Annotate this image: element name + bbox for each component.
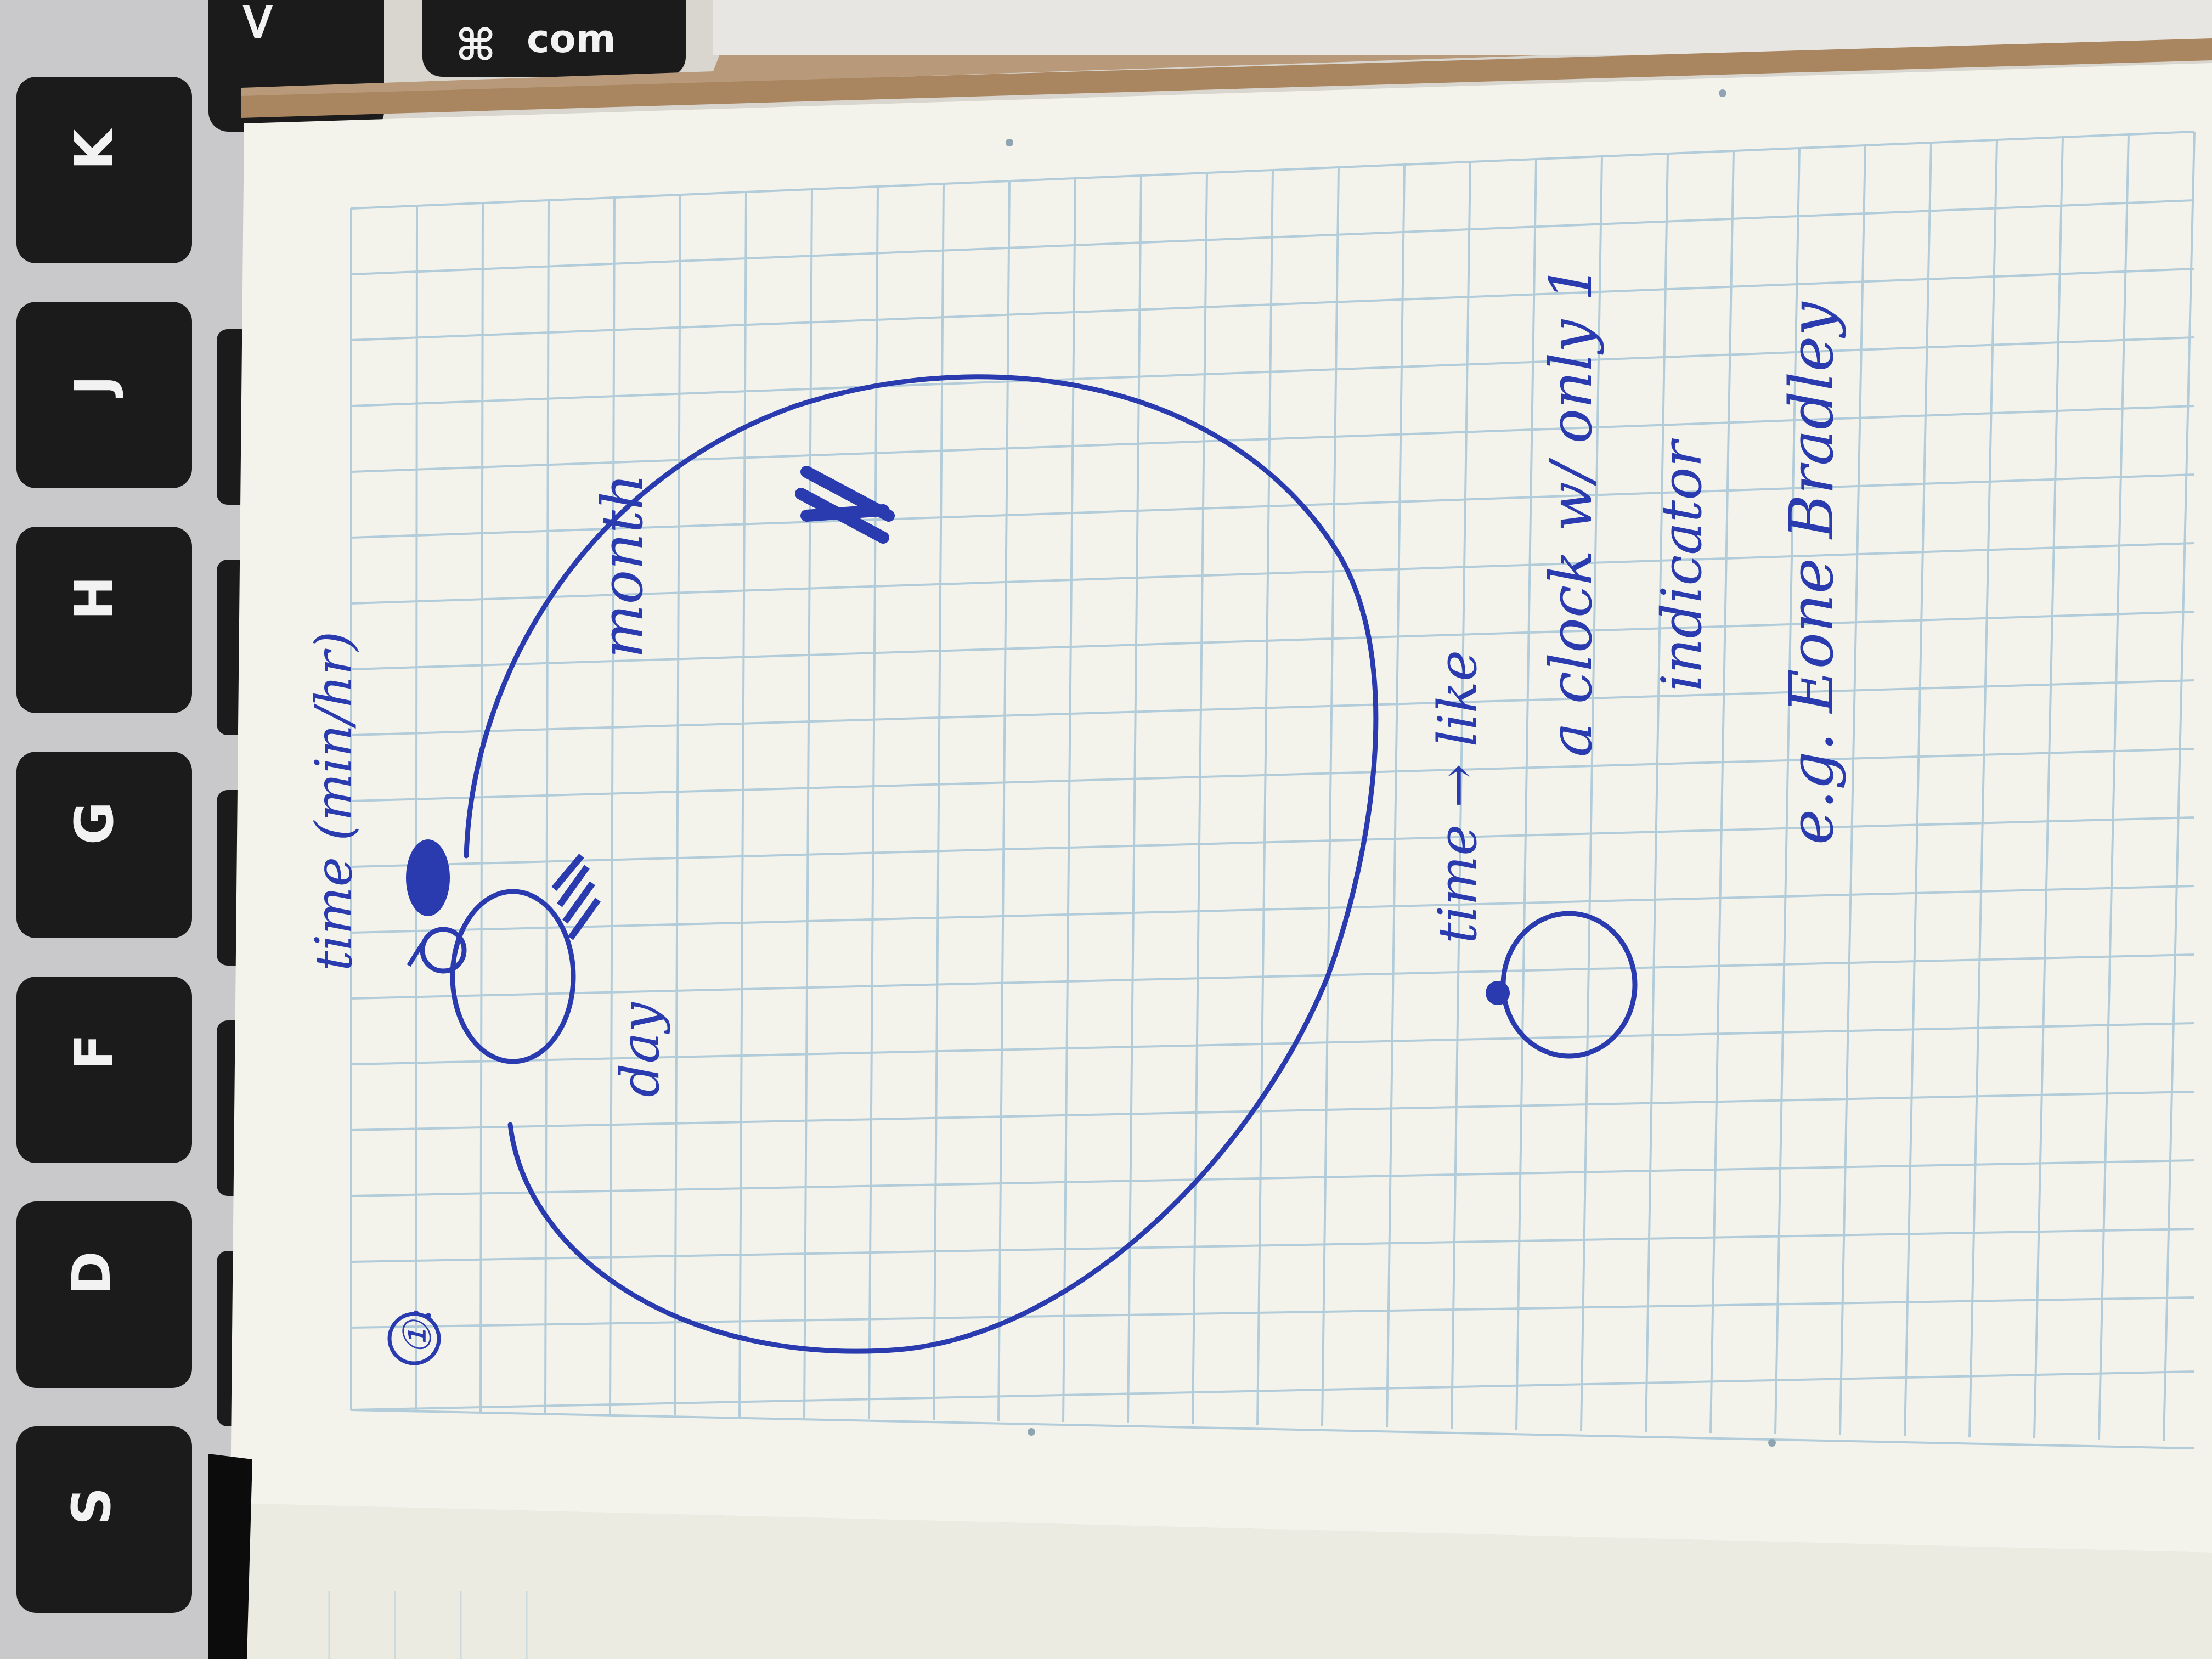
key-j-label: J — [64, 375, 125, 398]
key-k: K — [16, 77, 192, 263]
key-g-label: G — [64, 802, 125, 845]
month-circle-sketch — [464, 374, 1379, 1354]
label-time-min-hr: time (min/hr) — [304, 631, 363, 971]
label-indicator: indicator — [1650, 438, 1714, 691]
number-circle — [387, 1312, 441, 1365]
notebook-page — [230, 63, 2212, 1553]
key-h: H — [16, 527, 192, 713]
day-circle-sketch — [450, 889, 576, 1064]
key-command — [422, 0, 686, 77]
time-circle-sketch — [420, 927, 467, 974]
laptop-keyboard: S D F G H J K < — [0, 0, 686, 1659]
small-clock-indicator — [1486, 981, 1510, 1005]
label-day: day — [610, 1001, 671, 1097]
notebook-binding — [208, 1454, 252, 1659]
key-f: F — [16, 977, 192, 1163]
lower-page-grid — [328, 1591, 528, 1659]
scribble-time — [406, 839, 450, 916]
notebook-cover-edge-2 — [241, 38, 2212, 118]
time-pointer-sketch — [407, 942, 425, 967]
label-month: month — [589, 473, 656, 658]
key-s-label: S — [61, 1487, 122, 1525]
notebook-lower-page — [230, 1503, 2212, 1659]
label-example: e.g. Eone Bradley — [1776, 301, 1847, 845]
key-g: G — [16, 752, 192, 938]
key-s: S — [16, 1426, 192, 1613]
label-time-like: time → like — [1427, 650, 1488, 944]
key-j: J — [16, 302, 192, 488]
key-d-label: D — [61, 1251, 122, 1295]
key-k-label: K — [64, 127, 125, 170]
scribble-day — [551, 854, 601, 940]
key-command-label: ⌘ — [455, 20, 496, 71]
key-comma-label: < — [225, 0, 287, 44]
number-label: ①: — [395, 1308, 440, 1355]
key-command-sub: com — [527, 16, 616, 61]
paper-dots — [1006, 89, 1776, 1447]
grid-lines — [350, 131, 2196, 1449]
key-h-label: H — [64, 576, 125, 620]
label-clock-line: a clock w/ only 1 — [1537, 264, 1605, 757]
scribble-month — [795, 466, 895, 544]
key-d: D — [16, 1201, 192, 1388]
key-f-label: F — [64, 1034, 125, 1070]
